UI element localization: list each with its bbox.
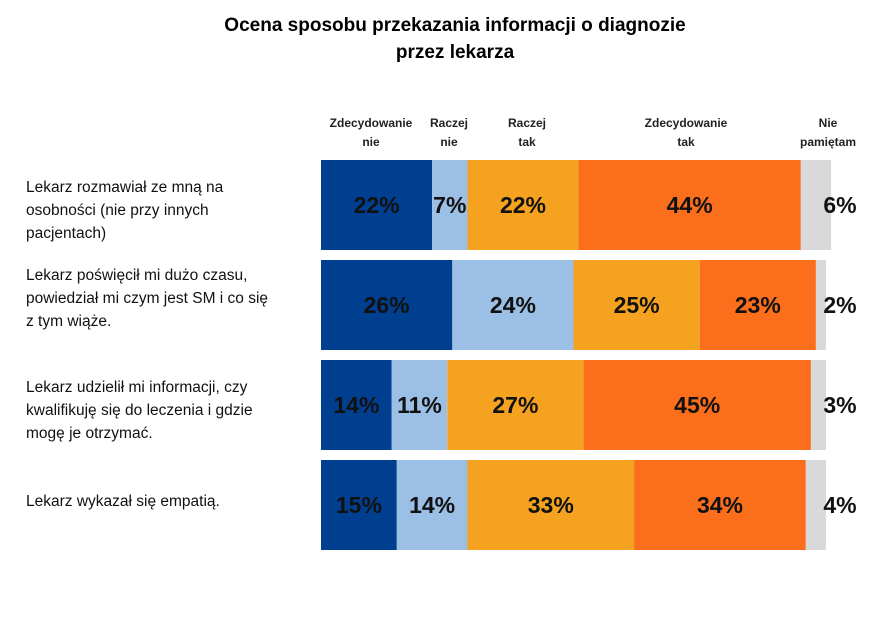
bar-segment — [391, 360, 448, 450]
bar-segment — [321, 360, 392, 450]
bar-segment — [578, 160, 801, 250]
bar-segment — [321, 160, 433, 250]
chart-title-line-2: przez lekarza — [395, 42, 515, 63]
legend-item-1: Raczej nie — [399, 114, 499, 152]
data-label: 34% — [697, 492, 743, 518]
legend-label-line: Zdecydowanie — [329, 116, 413, 130]
data-label: 11% — [397, 392, 442, 418]
category-label-2: Lekarz udzielił mi informacji, czy kwalif… — [26, 376, 311, 445]
data-label: 3% — [823, 392, 856, 418]
data-label: 27% — [492, 392, 538, 418]
legend-label-line: nie — [440, 135, 458, 149]
data-label: 7% — [433, 192, 466, 218]
data-label: 44% — [667, 192, 713, 218]
data-label: 45% — [674, 392, 720, 418]
bar-row-0: 22% 7% 22% 44% 6% — [321, 160, 857, 250]
legend-label-line: Raczej — [429, 116, 469, 130]
category-label-3: Lekarz wykazał się empatią. — [26, 490, 311, 513]
category-label-0: Lekarz rozmawiał ze mną na osobności (nie… — [26, 176, 311, 245]
bar-segment — [467, 460, 635, 550]
category-label-line: pacjentach) — [26, 225, 107, 242]
bar-segment — [810, 360, 826, 450]
data-label: 14% — [409, 492, 455, 518]
bar-segment — [815, 260, 826, 350]
data-label: 26% — [364, 292, 410, 318]
bar-segment — [583, 360, 811, 450]
bar-row-3: 15% 14% 33% 34% 4% — [321, 460, 857, 550]
category-label-line: Lekarz wykazał się empatią. — [26, 493, 220, 510]
chart-title-line-1: Ocena sposobu przekazania informacji o d… — [224, 15, 686, 36]
legend-label-line: Zdecydowanie — [644, 116, 728, 130]
legend-label-line: nie — [362, 135, 380, 149]
data-label: 25% — [614, 292, 660, 318]
bar-segment — [432, 160, 468, 250]
bar-segment — [467, 160, 579, 250]
legend-item-2: Raczej tak — [477, 114, 577, 152]
legend-label-line: Nie — [818, 116, 838, 130]
legend-label-line: Raczej — [507, 116, 547, 130]
data-label: 33% — [528, 492, 574, 518]
bar-segment — [452, 260, 574, 350]
legend-item-3: Zdecydowanie tak — [636, 114, 736, 152]
bar-segment — [321, 260, 453, 350]
legend-item-0: Zdecydowanie nie — [321, 114, 421, 152]
category-label-line: Lekarz udzielił mi informacji, czy — [26, 379, 248, 396]
legend-item-4: Nie pamiętam — [778, 114, 878, 152]
category-label-line: powiedział mi czym jest SM i co się — [26, 290, 269, 307]
data-label: 23% — [735, 292, 781, 318]
data-label: 6% — [823, 192, 856, 218]
bar-segment — [805, 460, 826, 550]
bar-segment — [447, 360, 584, 450]
bar-segment — [396, 460, 468, 550]
category-label-line: mogę je otrzymać. — [26, 425, 153, 442]
legend-label-line: pamiętam — [799, 135, 857, 149]
bar-segment — [699, 260, 816, 350]
data-label: 15% — [336, 492, 382, 518]
data-label: 24% — [490, 292, 536, 318]
category-label-line: Lekarz poświęcił mi dużo czasu, — [26, 267, 248, 284]
bar-segment — [573, 260, 700, 350]
category-label-line: kwalifikuję się do leczenia i gdzie — [26, 402, 253, 419]
bar-row-1: 26% 24% 25% 23% 2% — [321, 260, 857, 350]
bar-segment — [634, 460, 806, 550]
legend-label-line: tak — [518, 135, 536, 149]
bar-row-2: 14% 11% 27% 45% 3% — [321, 360, 857, 450]
data-label: 4% — [823, 492, 856, 518]
category-label-line: Lekarz rozmawiał ze mną na — [26, 179, 224, 196]
data-label: 2% — [823, 292, 856, 318]
category-label-line: osobności (nie przy innych — [26, 202, 209, 219]
chart-title: Ocena sposobu przekazania informacji o d… — [150, 12, 760, 66]
legend-label-line: tak — [677, 135, 695, 149]
bar-segment — [800, 160, 832, 250]
data-label: 14% — [333, 392, 379, 418]
bar-segment — [321, 460, 397, 550]
data-label: 22% — [500, 192, 546, 218]
data-label: 22% — [354, 192, 400, 218]
category-label-1: Lekarz poświęcił mi dużo czasu, powiedzia… — [26, 264, 311, 333]
category-label-line: z tym wiąże. — [26, 313, 112, 330]
